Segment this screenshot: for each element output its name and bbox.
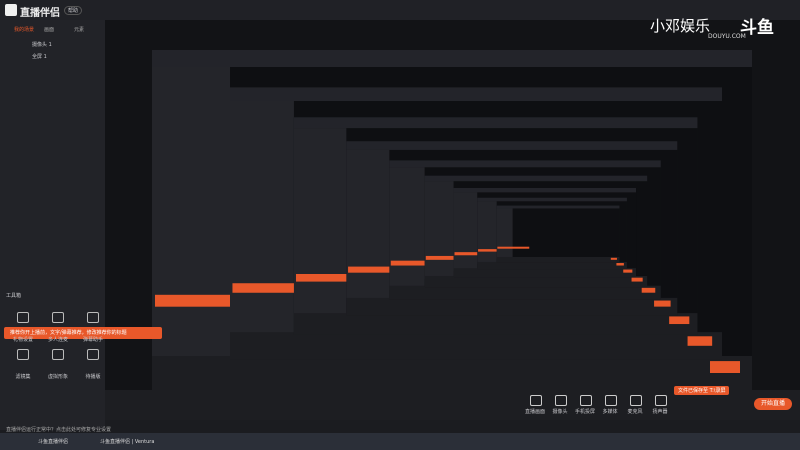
nested-toolbar — [477, 261, 627, 270]
left-panel — [0, 20, 105, 430]
watermark-brand: 斗鱼 — [740, 18, 774, 38]
toolbar-icon[interactable] — [655, 395, 667, 406]
tool-icon[interactable] — [17, 312, 29, 323]
toolbar-icon[interactable] — [630, 395, 642, 406]
toolbar-icon[interactable] — [555, 395, 567, 406]
nested-title-bar — [152, 50, 752, 67]
tool-icon[interactable] — [87, 349, 99, 360]
tool-icon[interactable] — [17, 349, 29, 360]
nested-title-bar — [389, 160, 661, 168]
source-item[interactable]: 摄像头 1 — [32, 42, 52, 48]
nested-start — [687, 336, 713, 346]
nested-toolbar — [346, 297, 678, 316]
tool-label: 滤镜集 — [15, 374, 31, 380]
tool-label: 多人连麦 — [47, 337, 68, 343]
scene-tab[interactable]: 画面 — [44, 27, 55, 33]
toolbar-label: 直播画面 — [524, 409, 545, 415]
nested-toolbar — [152, 356, 752, 390]
nested-title-bar — [424, 175, 648, 182]
toolbar-label: 摄像头 — [552, 409, 568, 415]
nested-title-bar — [346, 141, 678, 150]
app-title: 直播伴侣 — [20, 8, 60, 19]
toolbar-icon[interactable] — [605, 395, 617, 406]
toolbar-label: 手机投屏 — [574, 409, 595, 415]
nested-tip — [497, 246, 530, 249]
nested-title-bar — [293, 117, 698, 129]
nested-start — [669, 316, 690, 325]
nested-toolbar — [453, 268, 637, 278]
taskbar-item[interactable]: 斗鱼直播伴侣 — [38, 439, 69, 445]
nested-start — [641, 287, 656, 293]
nested-toolbar — [424, 275, 648, 288]
nested-toolbar — [293, 313, 698, 335]
nested-start — [623, 269, 633, 273]
nested-left-panel — [389, 167, 425, 290]
tool-icon[interactable] — [87, 312, 99, 323]
nested-left-panel — [424, 181, 454, 280]
taskbar-item[interactable]: 斗鱼直播伴侣 | Ventura — [100, 439, 155, 445]
tool-label: 待播版 — [85, 374, 101, 380]
nested-toolbar — [389, 285, 661, 300]
toolbar-icon[interactable] — [580, 395, 592, 406]
tool-icon[interactable] — [52, 312, 64, 323]
status-line[interactable]: 直播伴侣运行正常中？点击此处可修复专业设置 — [6, 427, 112, 433]
toolbox-title: 工具箱 — [6, 293, 22, 299]
tool-label: 虚拟形象 — [47, 374, 68, 380]
nested-left-panel — [346, 149, 390, 304]
toolbar-label: 扬声器 — [652, 409, 668, 415]
tip-banner[interactable]: 推荐你开上播前，文字/弹幕推荐，修改推荐你的标题 — [4, 327, 162, 339]
toolbar-label: 多媒体 — [602, 409, 618, 415]
nested-title-bar — [453, 187, 637, 193]
scene-tab[interactable]: 元素 — [74, 27, 85, 33]
nested-toolbar — [496, 256, 620, 263]
nested-title-bar — [477, 197, 627, 202]
title-bar — [0, 0, 800, 20]
watermark-url: DOUYU.COM — [708, 33, 746, 40]
nested-start — [610, 257, 617, 260]
nested-left-panel — [477, 201, 497, 265]
nested-start — [616, 263, 624, 266]
start-button[interactable]: 开始直播 — [754, 398, 792, 410]
nested-left-panel — [496, 208, 513, 259]
watermark-name: 小邓娱乐 — [650, 17, 711, 35]
nested-left-panel — [453, 192, 478, 271]
nested-left-panel — [230, 101, 294, 341]
bottom-toolbar — [105, 390, 800, 420]
saved-tip: 文件已保存至 T:\录屏 — [674, 386, 730, 395]
nested-title-bar — [496, 205, 620, 209]
taskbar — [0, 433, 800, 450]
source-item[interactable]: 全屏 1 — [32, 54, 47, 60]
nested-preview — [512, 208, 620, 257]
toolbar-icon[interactable] — [530, 395, 542, 406]
nested-start — [631, 277, 643, 282]
app-logo — [5, 4, 17, 16]
nested-left-panel — [152, 67, 230, 367]
nested-toolbar — [230, 332, 722, 360]
scene-tab[interactable]: 我的场景 — [14, 27, 35, 33]
tool-label: 弹幕助手 — [82, 337, 103, 343]
nested-start — [710, 361, 740, 373]
tool-icon[interactable] — [52, 349, 64, 360]
toolbar-label: 麦克风 — [627, 409, 643, 415]
tool-label: 礼物设置 — [12, 337, 33, 343]
help-badge[interactable]: 帮助 — [64, 6, 83, 15]
nested-title-bar — [230, 87, 722, 101]
nested-left-panel — [293, 128, 347, 320]
nested-start — [654, 300, 671, 307]
